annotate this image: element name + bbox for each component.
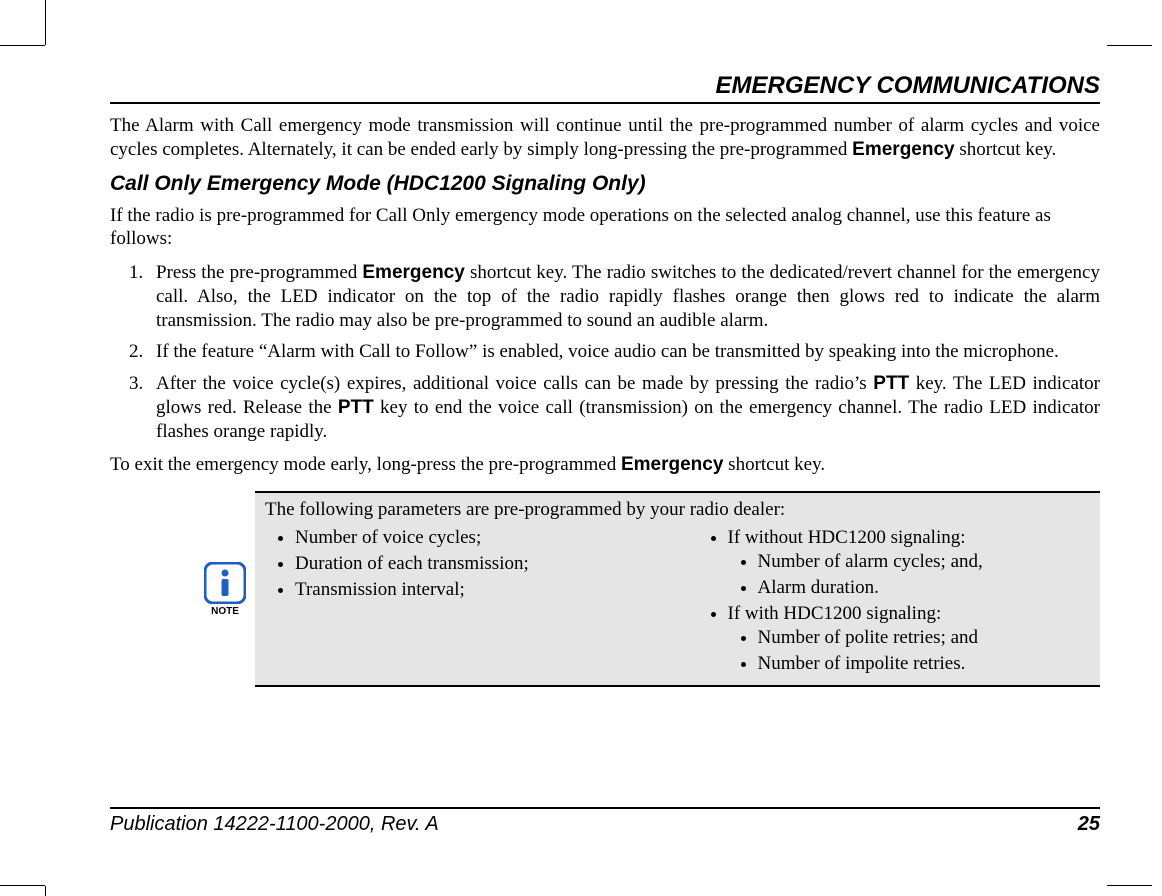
crop-mark bbox=[45, 886, 46, 896]
emergency-key-label: Emergency bbox=[362, 262, 464, 283]
note-bullet: If without HDC1200 signaling: Number of … bbox=[728, 527, 1091, 599]
ptt-key-label: PTT bbox=[338, 397, 374, 418]
ptt-key-label: PTT bbox=[873, 373, 909, 394]
crop-mark bbox=[0, 45, 45, 46]
note-box: The following parameters are pre-program… bbox=[255, 491, 1100, 687]
note-icon: NOTE bbox=[195, 562, 255, 617]
note-right-col: If without HDC1200 signaling: Number of … bbox=[698, 527, 1091, 679]
step-3: After the voice cycle(s) expires, additi… bbox=[148, 372, 1100, 443]
emergency-key-label: Emergency bbox=[852, 139, 954, 160]
publication-id: Publication 14222-1100-2000, Rev. A bbox=[110, 813, 439, 836]
crop-mark bbox=[45, 0, 46, 45]
section-lead: If the radio is pre-programmed for Call … bbox=[110, 204, 1100, 252]
intro-paragraph: The Alarm with Call emergency mode trans… bbox=[110, 114, 1100, 162]
note-intro: The following parameters are pre-program… bbox=[265, 499, 1090, 521]
text: Press the pre-programmed bbox=[156, 262, 362, 283]
note-bullet: Number of voice cycles; bbox=[295, 527, 658, 549]
text: shortcut key. bbox=[955, 139, 1057, 160]
note-sub-bullet: Number of impolite retries. bbox=[758, 653, 1091, 675]
text: After the voice cycle(s) expires, additi… bbox=[156, 373, 873, 394]
crop-mark bbox=[1107, 45, 1152, 46]
step-2: If the feature “Alarm with Call to Follo… bbox=[148, 340, 1100, 364]
section-heading: Call Only Emergency Mode (HDC1200 Signal… bbox=[110, 172, 1100, 196]
note-columns: Number of voice cycles; Duration of each… bbox=[265, 527, 1090, 679]
text: shortcut key. bbox=[723, 454, 825, 475]
note-bullet: Duration of each transmission; bbox=[295, 553, 658, 575]
exit-paragraph: To exit the emergency mode early, long-p… bbox=[110, 453, 1100, 477]
text: If with HDC1200 signaling: bbox=[728, 603, 942, 624]
note-bullet: If with HDC1200 signaling: Number of pol… bbox=[728, 603, 1091, 675]
emergency-key-label: Emergency bbox=[621, 454, 723, 475]
note-left-col: Number of voice cycles; Duration of each… bbox=[265, 527, 658, 679]
text: If without HDC1200 signaling: bbox=[728, 527, 966, 548]
note-sub-bullet: Number of alarm cycles; and, bbox=[758, 551, 1091, 573]
note-callout: NOTE The following parameters are pre-pr… bbox=[195, 491, 1100, 687]
note-sub-bullet: Number of polite retries; and bbox=[758, 627, 1091, 649]
crop-mark bbox=[1107, 885, 1152, 886]
steps-list: Press the pre-programmed Emergency short… bbox=[110, 261, 1100, 443]
page-number: 25 bbox=[1078, 813, 1100, 836]
text: To exit the emergency mode early, long-p… bbox=[110, 454, 621, 475]
note-bullet: Transmission interval; bbox=[295, 579, 658, 601]
crop-mark bbox=[0, 885, 45, 886]
step-1: Press the pre-programmed Emergency short… bbox=[148, 261, 1100, 332]
page-header: EMERGENCY COMMUNICATIONS bbox=[110, 72, 1100, 104]
note-sub-bullet: Alarm duration. bbox=[758, 577, 1091, 599]
page-footer: Publication 14222-1100-2000, Rev. A 25 bbox=[110, 807, 1100, 836]
note-icon-label: NOTE bbox=[195, 606, 255, 617]
page-content: EMERGENCY COMMUNICATIONS The Alarm with … bbox=[110, 72, 1100, 687]
